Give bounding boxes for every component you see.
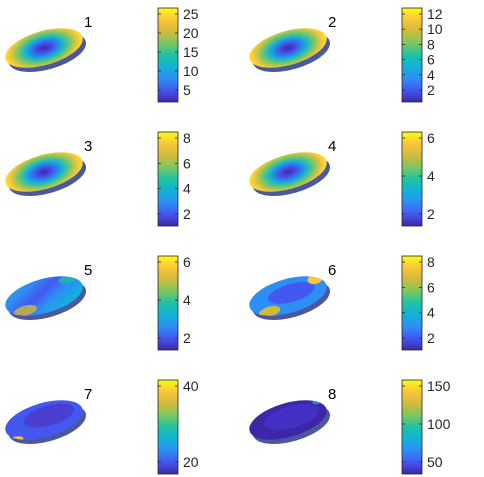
colorbar-tick-label: 6: [427, 52, 435, 68]
colorbar-tick-label: 25: [183, 6, 199, 22]
colorbar-tick-label: 4: [427, 168, 435, 184]
colorbar-tick-label: 4: [427, 305, 435, 321]
colorbar-tick-label: 5: [183, 82, 191, 98]
panel-label: 6: [328, 262, 336, 279]
colorbar-tick-label: 4: [183, 292, 191, 308]
panel-label: 7: [84, 386, 92, 403]
colorbar-tick-label: 2: [183, 330, 191, 346]
colorbar-tick-label: 100: [427, 416, 451, 432]
colorbar-tick-label: 4: [183, 181, 191, 197]
colorbar-tick-label: 8: [427, 254, 435, 270]
ellipsoid-surface: [0, 144, 88, 200]
colorbar-tick-label: 8: [183, 130, 191, 146]
colorbar: 25 20 15 10 5: [157, 6, 199, 103]
colorbar-tick-label: 8: [427, 36, 435, 52]
colorbar-tick-label: 2: [427, 206, 435, 222]
colorbar-tick-label: 50: [427, 454, 443, 470]
colorbar-tick-label: 12: [427, 6, 443, 22]
colorbar-tick-label: 6: [183, 254, 191, 270]
colorbar: 8 6 4 2: [401, 254, 435, 351]
colorbar-tick-label: 15: [183, 44, 199, 60]
colorbar-tick-label: 6: [427, 130, 435, 146]
colorbar: 150 100 50: [401, 378, 451, 475]
colorbar-tick-label: 40: [183, 378, 199, 394]
colorbar-tick-label: 20: [183, 454, 199, 470]
ellipsoid-surface: [0, 268, 88, 324]
panel-4: 4 6 4 2: [244, 130, 435, 227]
colorbar-tick-label: 6: [427, 279, 435, 295]
ellipsoid-surface: [0, 20, 88, 76]
panel-1: 1 25 20 15 10 5: [0, 6, 199, 103]
panel-label: 2: [328, 14, 336, 31]
colorbar: 8 6 4 2: [157, 130, 191, 227]
panel-label: 3: [84, 138, 92, 155]
colorbar: 6 4 2: [401, 130, 435, 227]
colorbar-tick-label: 10: [183, 63, 199, 79]
ellipsoid-surface: [244, 20, 332, 76]
panel-7: 7 40 20: [0, 378, 199, 475]
colorbar-tick-label: 6: [183, 155, 191, 171]
panel-5: 5 6 4 2: [0, 254, 191, 351]
colorbar-tick-label: 2: [427, 82, 435, 98]
panel-label: 5: [84, 262, 92, 279]
colorbar-tick-label: 10: [427, 21, 443, 37]
panel-3: 3 8 6 4 2: [0, 130, 191, 227]
colorbar-tick-label: 2: [427, 330, 435, 346]
ellipsoid-surface: [244, 144, 332, 200]
colorbar-tick-label: 2: [183, 206, 191, 222]
panel-label: 1: [84, 14, 92, 31]
panel-8: 8 150 100 50: [244, 378, 451, 475]
ellipsoid-surface: [0, 392, 88, 448]
panel-label: 8: [328, 386, 336, 403]
colorbar: 6 4 2: [157, 254, 191, 351]
colorbar: 40 20: [157, 378, 199, 475]
panel-label: 4: [328, 138, 336, 155]
panel-6: 6 8 6 4 2: [244, 254, 435, 351]
ellipsoid-surface: [244, 392, 332, 448]
colorbar-tick-label: 4: [427, 67, 435, 83]
colorbar-tick-label: 20: [183, 25, 199, 41]
ellipsoid-surface: [244, 268, 332, 324]
colorbar-tick-label: 150: [427, 378, 451, 394]
